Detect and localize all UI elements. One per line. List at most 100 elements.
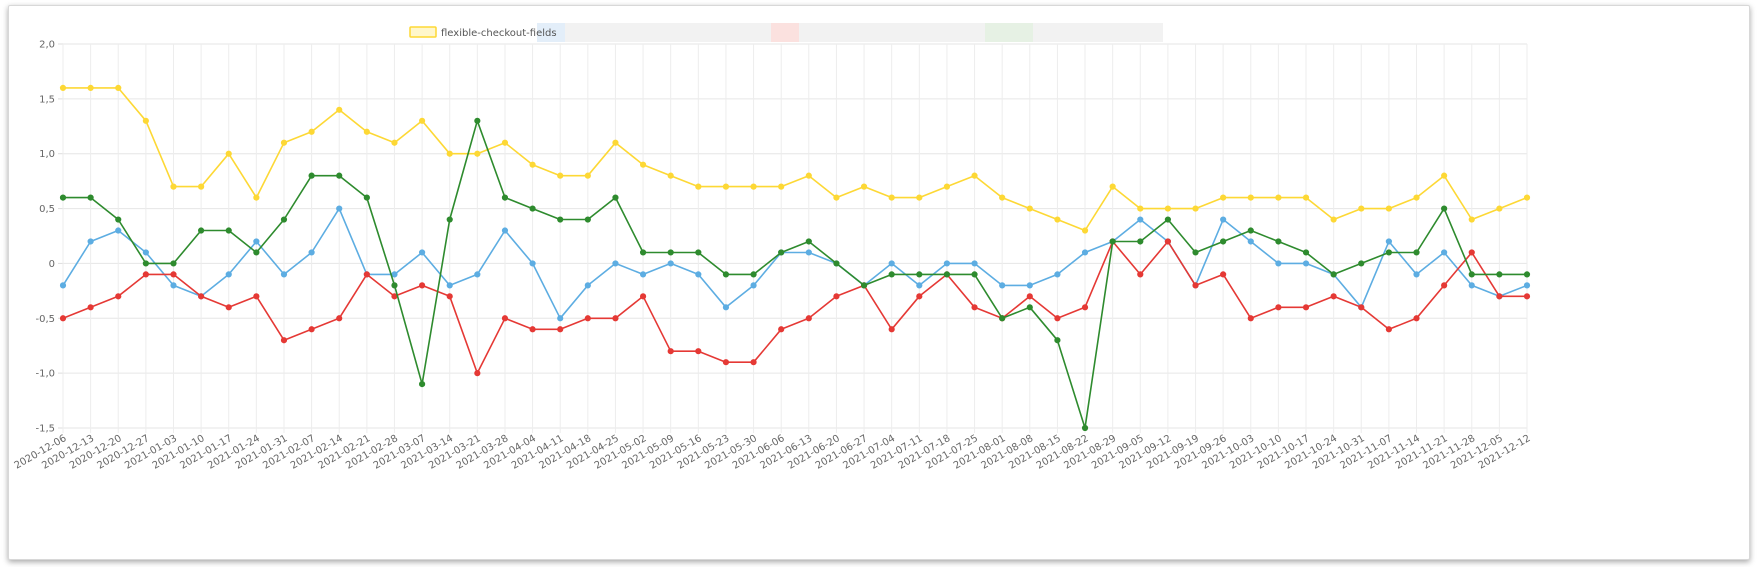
data-point[interactable]	[1275, 238, 1282, 245]
data-point[interactable]	[115, 84, 122, 91]
data-point[interactable]	[418, 381, 426, 388]
data-point[interactable]	[1247, 315, 1254, 322]
data-point[interactable]	[695, 249, 702, 256]
data-point[interactable]	[529, 326, 536, 333]
data-point[interactable]	[943, 271, 951, 278]
data-point[interactable]	[999, 315, 1006, 322]
data-point[interactable]	[170, 282, 177, 289]
data-point[interactable]	[1496, 293, 1503, 300]
data-point[interactable]	[1026, 205, 1033, 212]
data-point[interactable]	[1523, 194, 1531, 201]
data-point[interactable]	[557, 315, 564, 322]
data-point[interactable]	[1081, 424, 1089, 432]
data-point[interactable]	[916, 271, 923, 278]
data-point[interactable]	[363, 194, 370, 201]
data-point[interactable]	[446, 216, 453, 223]
data-point[interactable]	[584, 315, 591, 322]
data-point[interactable]	[667, 249, 674, 256]
data-point[interactable]	[1192, 205, 1199, 212]
data-point[interactable]	[1137, 271, 1144, 278]
data-point[interactable]	[943, 183, 951, 190]
data-point[interactable]	[198, 183, 205, 190]
data-point[interactable]	[1523, 271, 1531, 278]
data-point[interactable]	[1358, 205, 1365, 212]
data-point[interactable]	[142, 117, 149, 124]
data-point[interactable]	[722, 183, 730, 190]
data-point[interactable]	[1081, 227, 1089, 234]
data-point[interactable]	[1413, 249, 1420, 256]
data-point[interactable]	[999, 282, 1006, 289]
data-point[interactable]	[1081, 249, 1089, 256]
data-point[interactable]	[1026, 282, 1033, 289]
data-point[interactable]	[87, 194, 94, 201]
data-point[interactable]	[418, 117, 426, 124]
data-point[interactable]	[1192, 249, 1199, 256]
data-point[interactable]	[474, 117, 481, 124]
data-point[interactable]	[916, 282, 923, 289]
data-point[interactable]	[363, 271, 370, 278]
data-point[interactable]	[336, 315, 343, 322]
data-point[interactable]	[501, 227, 509, 234]
data-point[interactable]	[1302, 260, 1310, 267]
data-point[interactable]	[612, 260, 619, 267]
data-point[interactable]	[1054, 315, 1061, 322]
data-point[interactable]	[142, 260, 149, 267]
data-point[interactable]	[446, 150, 453, 157]
data-point[interactable]	[391, 139, 398, 146]
data-point[interactable]	[1026, 304, 1033, 311]
data-point[interactable]	[1413, 315, 1420, 322]
data-point[interactable]	[1468, 249, 1475, 256]
data-point[interactable]	[1441, 249, 1448, 256]
data-point[interactable]	[529, 260, 536, 267]
data-point[interactable]	[336, 172, 343, 179]
data-point[interactable]	[639, 249, 647, 256]
data-point[interactable]	[115, 227, 122, 234]
data-point[interactable]	[833, 260, 840, 267]
data-point[interactable]	[805, 249, 812, 256]
data-point[interactable]	[501, 194, 509, 201]
data-point[interactable]	[391, 282, 398, 289]
data-point[interactable]	[280, 139, 288, 146]
data-point[interactable]	[1275, 260, 1282, 267]
data-point[interactable]	[1137, 216, 1144, 223]
data-point[interactable]	[418, 282, 426, 289]
data-point[interactable]	[805, 238, 812, 245]
data-point[interactable]	[225, 304, 232, 311]
data-point[interactable]	[667, 172, 674, 179]
data-point[interactable]	[722, 271, 730, 278]
data-point[interactable]	[1026, 293, 1033, 300]
data-point[interactable]	[391, 271, 398, 278]
data-point[interactable]	[115, 293, 122, 300]
data-point[interactable]	[888, 271, 895, 278]
data-point[interactable]	[59, 282, 67, 289]
data-point[interactable]	[170, 271, 177, 278]
data-point[interactable]	[1220, 216, 1227, 223]
data-point[interactable]	[722, 359, 730, 366]
data-point[interactable]	[474, 271, 481, 278]
data-point[interactable]	[557, 326, 564, 333]
data-point[interactable]	[1054, 337, 1061, 344]
data-point[interactable]	[1441, 205, 1448, 212]
data-point[interactable]	[750, 183, 757, 190]
data-point[interactable]	[1358, 260, 1365, 267]
data-point[interactable]	[225, 227, 232, 234]
data-point[interactable]	[115, 216, 122, 223]
data-point[interactable]	[446, 293, 453, 300]
data-point[interactable]	[916, 194, 923, 201]
data-point[interactable]	[1523, 293, 1531, 300]
data-point[interactable]	[446, 282, 453, 289]
data-point[interactable]	[1164, 216, 1172, 223]
data-point[interactable]	[308, 326, 315, 333]
data-point[interactable]	[750, 359, 757, 366]
data-point[interactable]	[418, 249, 426, 256]
data-point[interactable]	[639, 161, 647, 168]
data-point[interactable]	[1192, 282, 1199, 289]
data-point[interactable]	[584, 216, 591, 223]
data-point[interactable]	[87, 84, 94, 91]
data-point[interactable]	[87, 238, 94, 245]
data-point[interactable]	[253, 293, 260, 300]
data-point[interactable]	[1302, 304, 1310, 311]
data-point[interactable]	[695, 271, 702, 278]
data-point[interactable]	[1330, 216, 1337, 223]
data-point[interactable]	[529, 161, 536, 168]
